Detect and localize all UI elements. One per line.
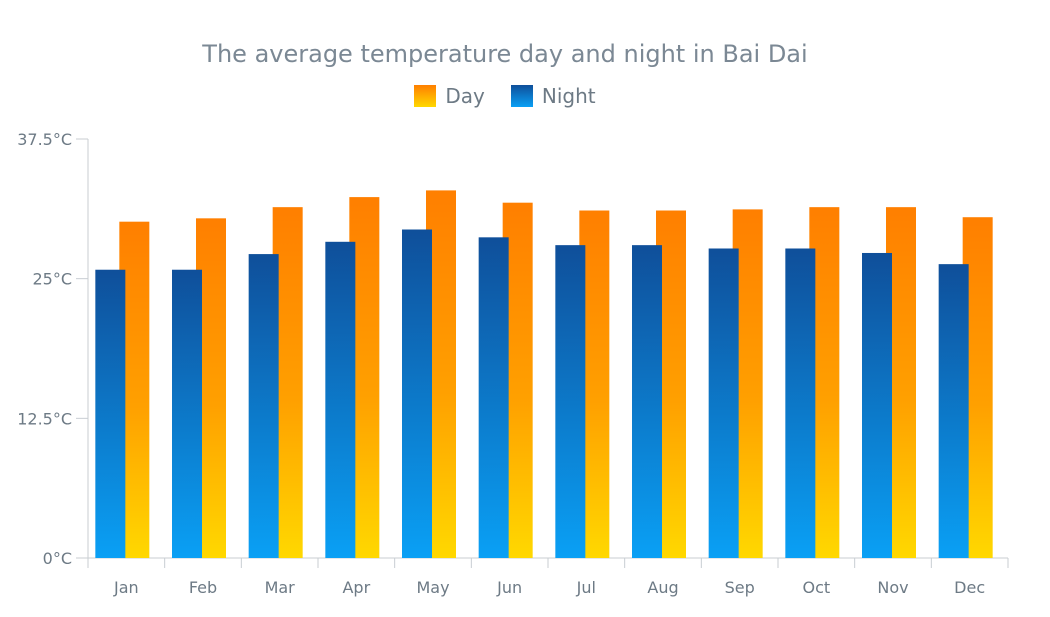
legend-label-night: Night <box>541 84 596 108</box>
y-tick-label: 12.5°C <box>17 409 72 428</box>
x-tick-label: Jan <box>113 578 139 597</box>
x-tick-label: Apr <box>342 578 370 597</box>
x-tick-label: Aug <box>647 578 678 597</box>
y-tick-label: 0°C <box>43 549 72 568</box>
legend-label-day: Day <box>445 84 485 108</box>
x-tick-label: Oct <box>802 578 830 597</box>
bar-night-sep[interactable] <box>708 248 739 559</box>
y-tick-label: 37.5°C <box>17 130 72 149</box>
bar-night-may[interactable] <box>402 229 432 558</box>
bar-night-nov[interactable] <box>862 252 892 558</box>
axis-labels: 0°C 12.5°C 25°C 37.5°C Jan Feb Mar Apr May Jun Jul… <box>17 130 985 597</box>
chart-title: The average temperature day and night in… <box>202 40 808 68</box>
bar-night-feb[interactable] <box>172 269 202 558</box>
axes <box>76 138 1009 568</box>
x-tick-label: May <box>416 578 449 597</box>
bar-night-apr[interactable] <box>325 241 356 558</box>
legend-item-night[interactable]: Night <box>510 84 596 108</box>
bar-night-jun[interactable] <box>478 237 509 559</box>
legend-swatch-day <box>414 85 437 107</box>
bar-night-jan[interactable] <box>95 269 126 558</box>
legend-item-day[interactable]: Day <box>414 84 485 108</box>
bar-night-aug[interactable] <box>632 245 662 558</box>
legend-swatch-night <box>510 85 533 107</box>
legend: Day Night <box>0 84 1010 108</box>
x-tick-label: Jul <box>576 578 596 597</box>
bar-night-mar[interactable] <box>248 254 279 558</box>
x-tick-label: Dec <box>954 578 985 597</box>
bar-night-dec[interactable] <box>938 264 969 558</box>
y-tick-label: 25°C <box>32 270 72 289</box>
x-tick-label: Nov <box>877 578 908 597</box>
bars <box>95 190 993 559</box>
bar-night-jul[interactable] <box>555 245 586 558</box>
x-tick-label: Sep <box>725 578 755 597</box>
x-tick-label: Mar <box>265 578 296 597</box>
x-tick-label: Jun <box>496 578 522 597</box>
bar-night-oct[interactable] <box>785 248 816 559</box>
x-tick-label: Feb <box>189 578 217 597</box>
